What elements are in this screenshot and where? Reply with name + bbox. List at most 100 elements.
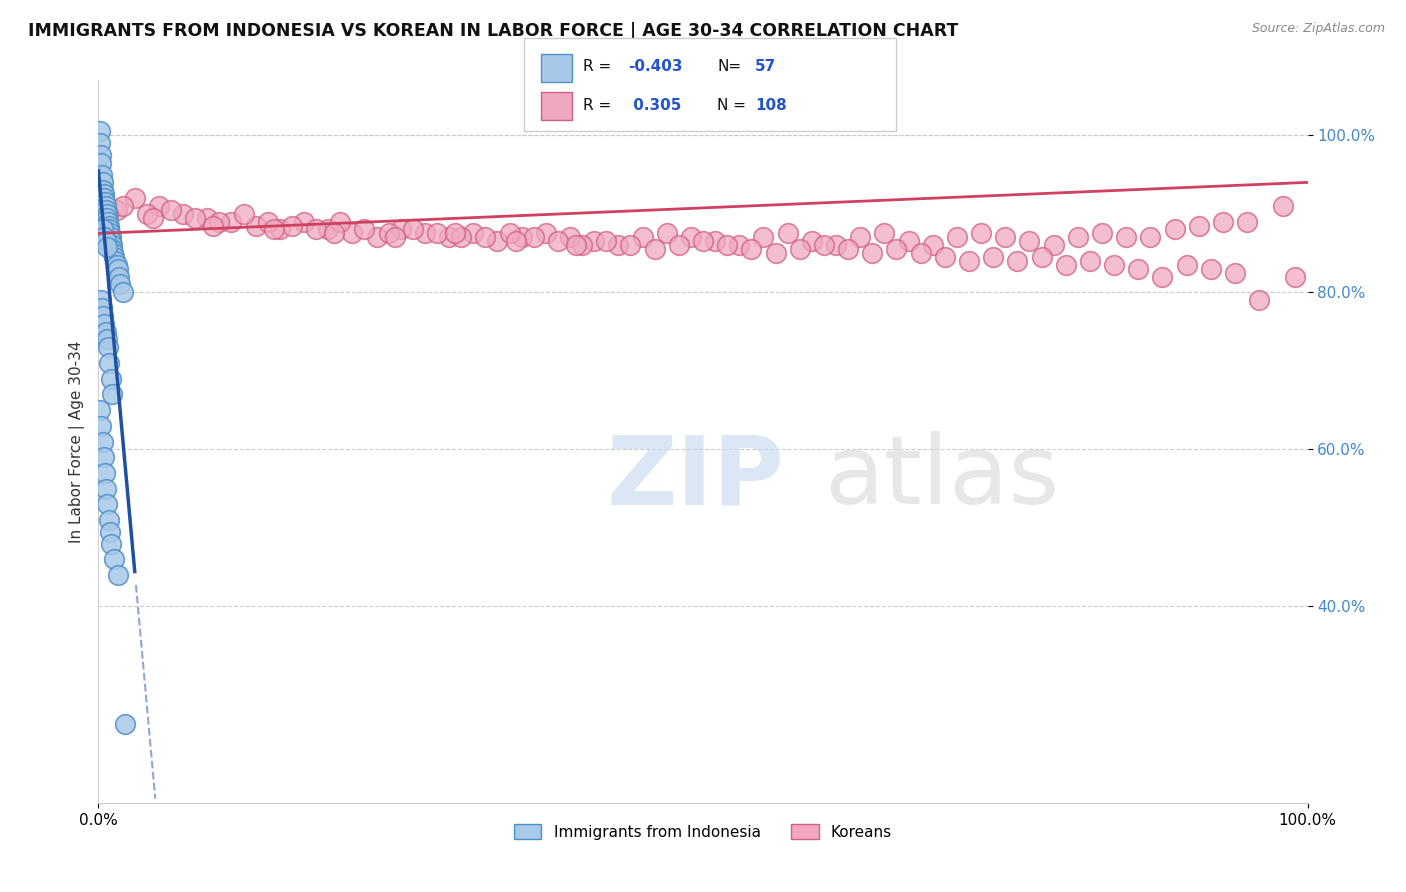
Point: [89, 136, 111, 150]
Point: [245, 219, 267, 233]
Point: [316, 222, 339, 236]
Point: [704, 234, 727, 248]
Point: [93, 317, 115, 331]
Point: [90, 148, 112, 162]
Point: [619, 238, 641, 252]
Point: [505, 234, 527, 248]
Text: IMMIGRANTS FROM INDONESIA VS KOREAN IN LABOR FORCE | AGE 30-34 CORRELATION CHART: IMMIGRANTS FROM INDONESIA VS KOREAN IN L…: [28, 22, 959, 40]
Point: [96, 240, 118, 254]
Point: [366, 230, 388, 244]
Point: [91, 434, 114, 449]
Point: [837, 242, 859, 256]
Point: [1031, 250, 1053, 264]
Point: [437, 230, 460, 244]
Point: [202, 219, 225, 233]
Point: [114, 717, 136, 731]
Point: [107, 568, 129, 582]
Point: [1223, 266, 1246, 280]
Point: [1163, 222, 1185, 236]
Point: [886, 242, 908, 256]
Point: [849, 230, 872, 244]
Point: [107, 261, 129, 276]
Point: [94, 199, 117, 213]
Text: 108: 108: [755, 98, 787, 112]
Point: [740, 242, 762, 256]
Point: [426, 227, 449, 241]
Point: [1091, 227, 1114, 241]
Point: [994, 230, 1017, 244]
Point: [1115, 230, 1137, 244]
Point: [91, 175, 114, 189]
Point: [97, 207, 120, 221]
Point: [232, 207, 254, 221]
Point: [142, 211, 165, 225]
Point: [97, 513, 120, 527]
Point: [135, 207, 157, 221]
Point: [195, 211, 218, 225]
Point: [91, 183, 114, 197]
Point: [1007, 253, 1029, 268]
Point: [946, 230, 969, 244]
Point: [96, 333, 118, 347]
Point: [269, 222, 291, 236]
Point: [93, 191, 115, 205]
Point: [91, 309, 114, 323]
Point: [565, 238, 588, 252]
Point: [96, 211, 118, 225]
Point: [897, 234, 920, 248]
Point: [957, 253, 980, 268]
Text: ZIP: ZIP: [606, 431, 785, 524]
Text: N =: N =: [717, 98, 747, 112]
Point: [90, 155, 112, 169]
Point: [94, 194, 117, 209]
Point: [463, 227, 485, 241]
Point: [910, 246, 932, 260]
Point: [91, 168, 114, 182]
Point: [96, 482, 118, 496]
Point: [1175, 258, 1198, 272]
Legend: Immigrants from Indonesia, Koreans: Immigrants from Indonesia, Koreans: [508, 818, 898, 846]
Text: R =: R =: [583, 98, 612, 112]
Point: [100, 372, 122, 386]
Point: [1284, 269, 1306, 284]
Point: [94, 325, 117, 339]
Point: [860, 246, 883, 260]
Point: [97, 340, 120, 354]
Point: [1236, 214, 1258, 228]
Point: [631, 230, 654, 244]
Point: [100, 387, 122, 401]
Point: [1067, 230, 1090, 244]
Point: [329, 214, 352, 228]
Point: [558, 230, 581, 244]
Point: [103, 552, 125, 566]
Point: [105, 258, 128, 272]
Point: [523, 230, 546, 244]
Text: 57: 57: [755, 60, 776, 74]
Point: [1212, 214, 1234, 228]
Point: [97, 219, 120, 233]
Point: [263, 222, 285, 236]
Point: [98, 356, 121, 370]
Point: [970, 227, 993, 241]
Text: Source: ZipAtlas.com: Source: ZipAtlas.com: [1251, 22, 1385, 36]
Point: [94, 466, 117, 480]
Point: [981, 250, 1004, 264]
Point: [474, 230, 496, 244]
Point: [534, 227, 557, 241]
Point: [716, 238, 738, 252]
Point: [305, 222, 328, 236]
Point: [800, 234, 823, 248]
Text: N=: N=: [717, 60, 741, 74]
Point: [498, 227, 520, 241]
Point: [934, 250, 956, 264]
Point: [103, 250, 125, 264]
Point: [1139, 230, 1161, 244]
Point: [91, 214, 114, 228]
Point: [93, 450, 115, 465]
Point: [389, 222, 412, 236]
Text: atlas: atlas: [824, 431, 1059, 524]
Point: [402, 222, 425, 236]
Point: [93, 230, 115, 244]
Point: [571, 238, 593, 252]
Point: [728, 238, 751, 252]
